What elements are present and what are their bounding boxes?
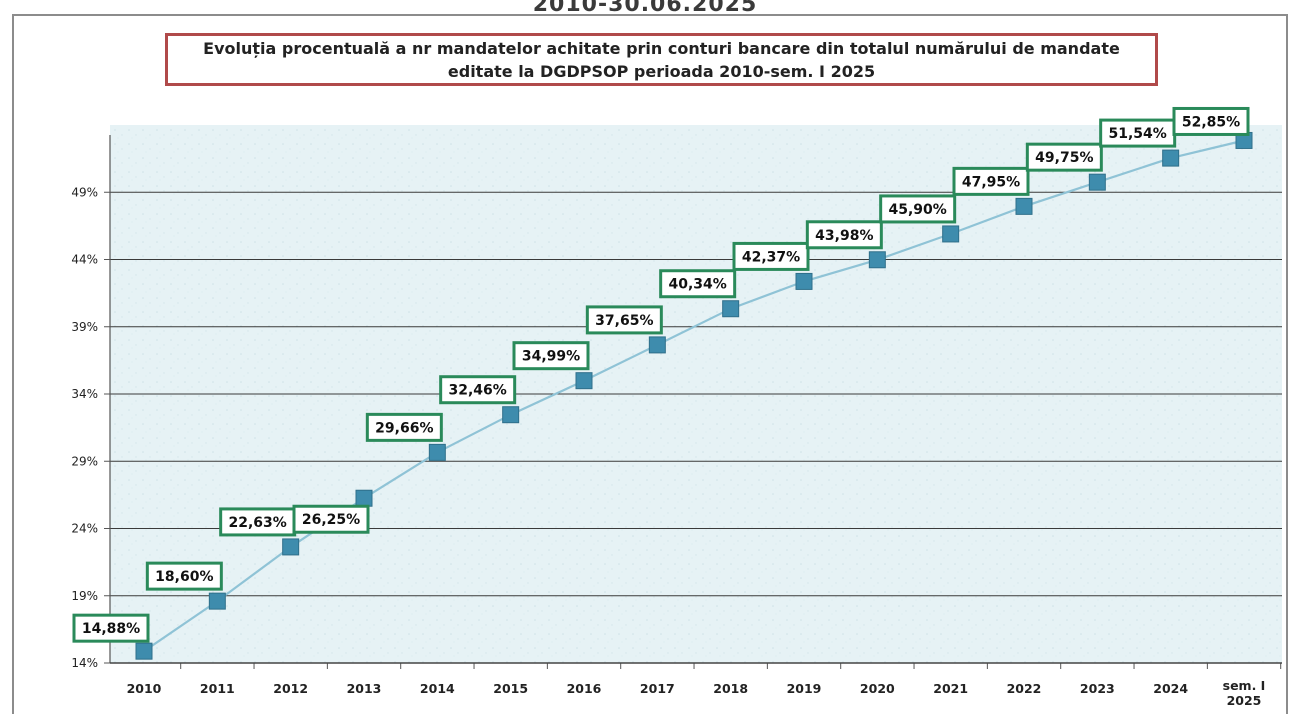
x-tick-label: 2014 [420,681,455,696]
data-labels: 14,88% 18,60% 22,63% 26,25% 29,66% 32,46% 34,9… [72,106,1250,643]
x-tick-label: 2019 [787,681,822,696]
y-tick-label: 34% [71,387,98,401]
data-label-text: 26,25% [302,512,360,528]
data-point-marker [1162,149,1180,167]
data-label: 43,98% [805,220,883,250]
data-point-marker [355,489,373,507]
data-label-box [805,220,883,250]
data-label-text: 37,65% [595,313,653,329]
y-tick-label: 24% [71,522,98,536]
x-tick-label: 2013 [347,681,382,696]
data-label-box [365,412,443,442]
data-label-box [512,341,590,371]
y-axis: 14% 19% 24% 29% 34% 39% 44% 49% [71,135,111,670]
data-label: 37,65% [585,305,663,335]
x-tick-label: 2018 [713,681,748,696]
data-label: 18,60% [145,561,223,591]
data-label: 52,85% [1172,106,1250,136]
x-tick-label: 2023 [1080,681,1115,696]
data-label-text: 18,60% [155,569,213,585]
data-label-box [72,613,150,643]
data-label-box [1025,142,1103,172]
data-label: 47,95% [952,166,1030,196]
data-label-text: 32,46% [449,383,507,399]
data-point-marker [1015,197,1033,215]
series-markers [135,131,1253,660]
data-label-text: 51,54% [1109,126,1167,142]
data-label: 51,54% [1099,118,1177,148]
x-tick-label: 2016 [567,681,602,696]
x-tick-label: sem. I [1223,678,1266,693]
data-label: 26,25% [292,504,370,534]
data-point-marker [795,272,813,290]
data-label-box [879,194,957,224]
data-label: 14,88% [72,613,150,643]
x-tick-label: 2017 [640,681,675,696]
x-tick-label: 2015 [493,681,528,696]
chart-frame [12,14,1288,714]
x-tick-label: 2022 [1007,681,1042,696]
data-label: 49,75% [1025,142,1103,172]
data-label: 29,66% [365,412,443,442]
data-label-text: 43,98% [815,228,873,244]
x-tick-label: 2010 [127,681,162,696]
data-label-text: 14,88% [82,621,140,637]
data-label-box [732,241,810,271]
data-point-marker [502,406,520,424]
y-tick-label: 29% [71,454,98,468]
data-label-text: 52,85% [1182,114,1240,130]
data-label-box [145,561,223,591]
data-label-box [292,504,370,534]
x-tick-label: 2012 [273,681,308,696]
y-tick-label: 39% [71,320,98,334]
data-label-text: 49,75% [1035,150,1093,166]
chart-title: Evoluția procentuală a nr mandatelor ach… [165,33,1158,86]
data-point-marker [208,592,226,610]
data-label-box [1172,106,1250,136]
data-label-box [952,166,1030,196]
data-label-text: 22,63% [229,515,287,531]
x-tick-label-line2: 2025 [1227,693,1262,708]
x-tick-label: 2021 [933,681,968,696]
data-label-box [659,269,737,299]
cropped-header-text: 2010-30.06.2025 [532,0,758,17]
x-tick-label: 2011 [200,681,235,696]
data-label-text: 40,34% [669,277,727,293]
data-point-marker [648,336,666,354]
y-tick-label: 49% [71,185,98,199]
data-label: 32,46% [439,375,517,405]
data-point-marker [868,251,886,269]
data-label-box [1099,118,1177,148]
x-tick-label: 2020 [860,681,895,696]
data-point-marker [428,443,446,461]
data-point-marker [135,642,153,660]
y-tick-label: 44% [71,253,98,267]
data-label-text: 45,90% [889,202,947,218]
data-label-text: 47,95% [962,174,1020,190]
data-point-marker [942,225,960,243]
y-tick-label: 19% [71,589,98,603]
data-label-text: 34,99% [522,349,580,365]
x-axis: 2010 2011 2012 2013 2014 2015 2016 2017 2018 2019… [110,662,1282,708]
data-label-text: 42,37% [742,249,800,265]
data-label-box [585,305,663,335]
data-label: 40,34% [659,269,737,299]
data-point-marker [575,372,593,390]
data-point-marker [722,300,740,318]
data-point-marker [282,538,300,556]
data-label: 45,90% [879,194,957,224]
x-tick-label: 2024 [1153,681,1188,696]
data-point-marker [1088,173,1106,191]
data-label: 34,99% [512,341,590,371]
data-label-box [439,375,517,405]
y-tick-label: 14% [71,656,98,670]
data-label: 22,63% [219,507,297,537]
data-label-text: 29,66% [375,420,433,436]
data-label: 42,37% [732,241,810,271]
